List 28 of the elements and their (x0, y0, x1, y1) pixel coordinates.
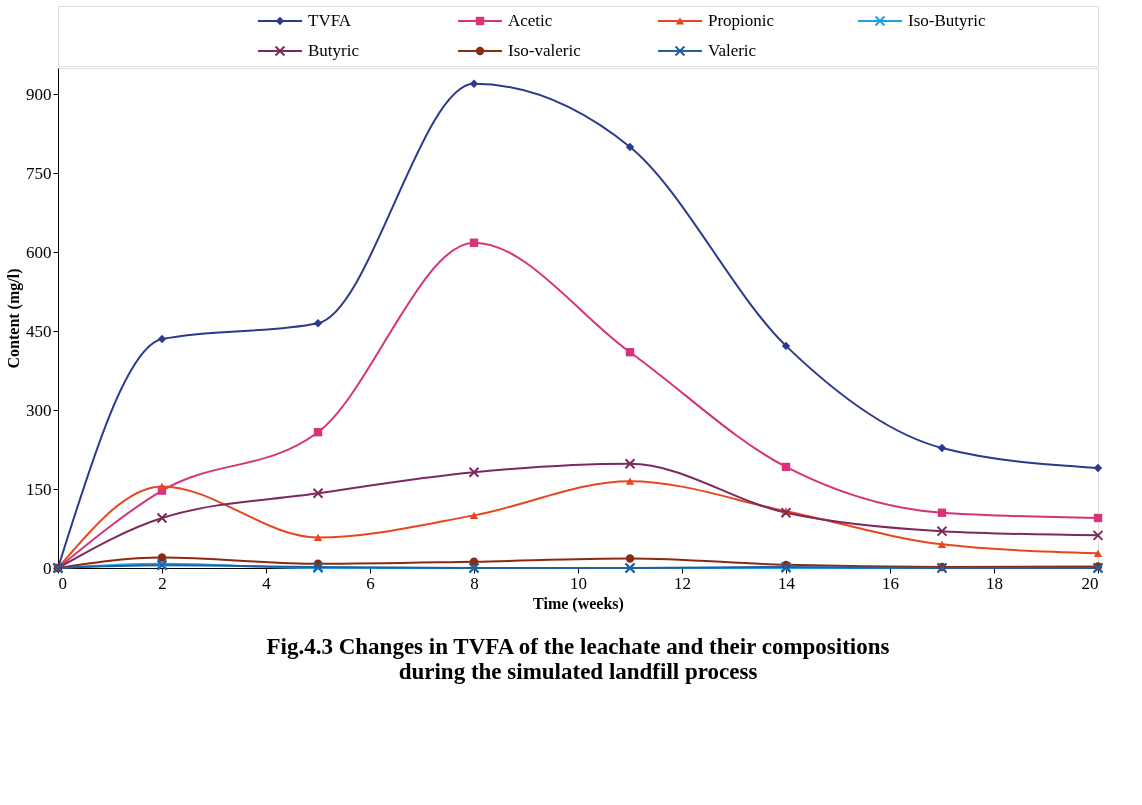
x-tick-label: 18 (986, 573, 1003, 593)
x-tick-label: 6 (366, 573, 375, 593)
y-tick-label: 150 (26, 479, 52, 499)
legend-label: Iso-valeric (508, 41, 582, 60)
y-tick-label: 0 (43, 558, 52, 578)
x-tick-label: 16 (882, 573, 899, 593)
x-tick-label: 8 (470, 573, 479, 593)
legend-label: Butyric (308, 41, 360, 60)
x-tick-label: 12 (674, 573, 691, 593)
y-tick-label: 450 (26, 321, 52, 341)
legend-label: Valeric (708, 41, 757, 60)
y-tick-label: 900 (26, 84, 52, 104)
legend-label: Acetic (508, 11, 553, 30)
legend-label: Propionic (708, 11, 775, 30)
text: Fig.4.3 Changes in TVFA of the leachate and their compositions during the simulated landfill process (266, 634, 890, 684)
y-tick-label: 600 (26, 242, 52, 262)
x-tick-label: 2 (158, 573, 167, 593)
x-tick-label: 4 (262, 573, 272, 593)
x-tick-label: 20 (1081, 573, 1099, 593)
y-tick-label: 750 (26, 163, 52, 183)
legend-label: Iso-Butyric (908, 11, 986, 30)
x-tick-label: 0 (58, 573, 67, 593)
x-tick-label: 14 (778, 573, 796, 593)
x-tick-label: 10 (570, 573, 587, 593)
legend-label: TVFA (308, 11, 352, 30)
x-axis-title: Time (weeks) (533, 594, 624, 613)
y-tick-label: 300 (26, 400, 52, 420)
y-axis-title: Content (mg/l) (5, 268, 23, 369)
